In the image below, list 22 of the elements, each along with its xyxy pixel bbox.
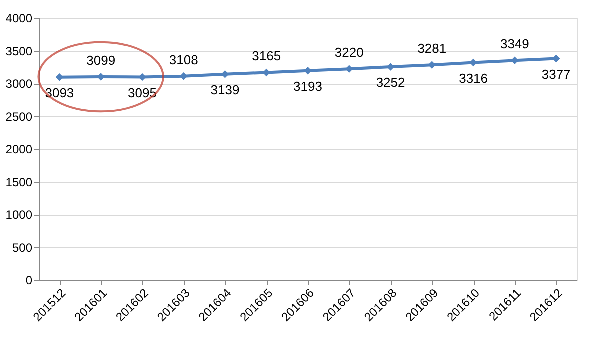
data-label: 3220 — [334, 45, 364, 60]
data-label: 3316 — [459, 70, 488, 86]
y-tick-label: 1500 — [6, 175, 33, 190]
data-label: 3349 — [500, 36, 530, 52]
data-label: 3252 — [376, 74, 406, 90]
data-label: 3281 — [418, 41, 447, 56]
data-label: 3377 — [542, 66, 571, 82]
y-tick-label: 3500 — [6, 44, 33, 58]
data-label: 3093 — [45, 85, 74, 100]
data-label: 3139 — [210, 82, 240, 98]
y-tick-label: 4000 — [6, 12, 33, 26]
data-label: 3108 — [169, 52, 198, 68]
y-tick-label: 2500 — [6, 110, 33, 124]
data-label: 3193 — [294, 78, 322, 94]
y-tick-label: 3000 — [6, 77, 33, 91]
y-tick-label: 500 — [12, 240, 33, 255]
y-tick-label: 0 — [26, 274, 33, 288]
y-tick-label: 1000 — [6, 208, 33, 222]
data-label: 3095 — [128, 85, 157, 100]
data-label: 3099 — [86, 53, 116, 68]
data-label: 3165 — [252, 48, 282, 64]
y-tick-label: 2000 — [6, 142, 33, 156]
